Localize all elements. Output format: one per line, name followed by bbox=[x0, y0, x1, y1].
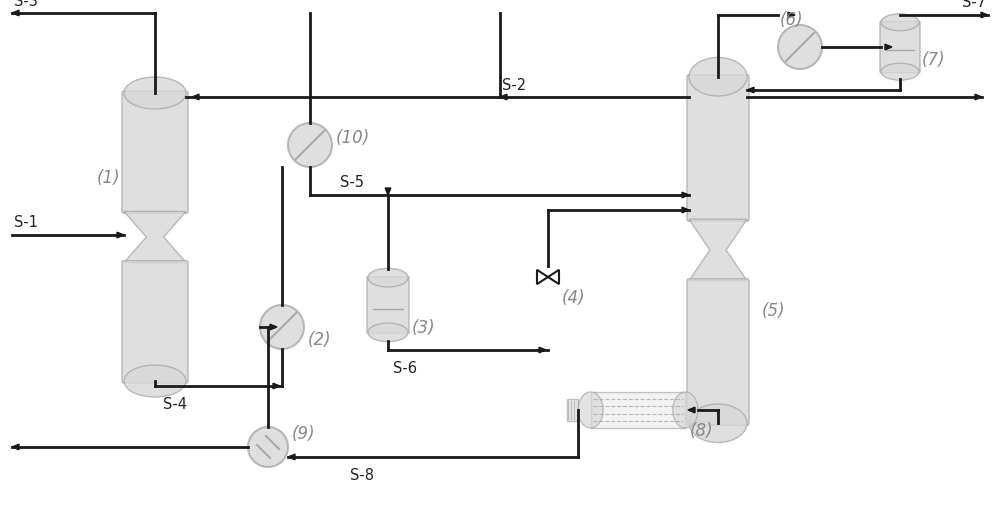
Polygon shape bbox=[273, 383, 280, 389]
Polygon shape bbox=[117, 233, 124, 238]
Text: S-1: S-1 bbox=[14, 215, 38, 230]
Ellipse shape bbox=[673, 392, 698, 428]
Polygon shape bbox=[682, 193, 689, 198]
Circle shape bbox=[248, 427, 288, 467]
Polygon shape bbox=[12, 444, 19, 450]
Ellipse shape bbox=[368, 323, 408, 342]
Polygon shape bbox=[385, 189, 391, 195]
Polygon shape bbox=[885, 45, 892, 51]
Polygon shape bbox=[682, 208, 689, 214]
Text: S-3: S-3 bbox=[14, 0, 38, 9]
Polygon shape bbox=[747, 88, 754, 93]
Polygon shape bbox=[537, 270, 559, 285]
Polygon shape bbox=[270, 325, 277, 330]
Text: (2): (2) bbox=[308, 330, 332, 348]
FancyBboxPatch shape bbox=[687, 279, 749, 425]
Text: (1): (1) bbox=[97, 169, 121, 187]
Text: (5): (5) bbox=[762, 301, 786, 319]
Polygon shape bbox=[12, 11, 19, 17]
Text: S-2: S-2 bbox=[502, 78, 526, 93]
Polygon shape bbox=[500, 95, 507, 100]
Ellipse shape bbox=[578, 392, 603, 428]
Polygon shape bbox=[975, 95, 982, 100]
Polygon shape bbox=[288, 454, 295, 460]
FancyBboxPatch shape bbox=[122, 92, 188, 214]
FancyBboxPatch shape bbox=[591, 392, 685, 428]
Ellipse shape bbox=[124, 78, 186, 110]
Ellipse shape bbox=[881, 64, 919, 81]
Circle shape bbox=[260, 306, 304, 349]
Text: (9): (9) bbox=[292, 424, 316, 442]
FancyBboxPatch shape bbox=[567, 399, 578, 421]
Ellipse shape bbox=[689, 59, 747, 97]
Text: S-4: S-4 bbox=[163, 396, 187, 411]
Polygon shape bbox=[124, 212, 186, 263]
Circle shape bbox=[288, 124, 332, 168]
Text: S-7: S-7 bbox=[962, 0, 986, 10]
Text: (4): (4) bbox=[562, 288, 586, 307]
Ellipse shape bbox=[689, 404, 747, 442]
FancyBboxPatch shape bbox=[687, 76, 749, 222]
Text: (3): (3) bbox=[412, 318, 436, 336]
FancyBboxPatch shape bbox=[880, 22, 920, 74]
FancyBboxPatch shape bbox=[122, 261, 188, 383]
Polygon shape bbox=[981, 13, 988, 19]
Ellipse shape bbox=[124, 365, 186, 397]
Text: S-8: S-8 bbox=[350, 467, 374, 482]
Polygon shape bbox=[788, 13, 795, 19]
Polygon shape bbox=[688, 408, 695, 413]
Circle shape bbox=[778, 26, 822, 70]
Polygon shape bbox=[539, 347, 546, 353]
Polygon shape bbox=[192, 95, 199, 100]
Text: (6): (6) bbox=[780, 11, 804, 29]
Text: S-6: S-6 bbox=[393, 360, 417, 375]
Text: (8): (8) bbox=[690, 421, 714, 439]
Text: (10): (10) bbox=[336, 129, 370, 147]
FancyBboxPatch shape bbox=[367, 277, 409, 334]
Text: (7): (7) bbox=[922, 51, 946, 69]
Text: S-5: S-5 bbox=[340, 175, 364, 189]
Ellipse shape bbox=[368, 269, 408, 287]
Ellipse shape bbox=[881, 15, 919, 32]
Polygon shape bbox=[689, 220, 747, 281]
